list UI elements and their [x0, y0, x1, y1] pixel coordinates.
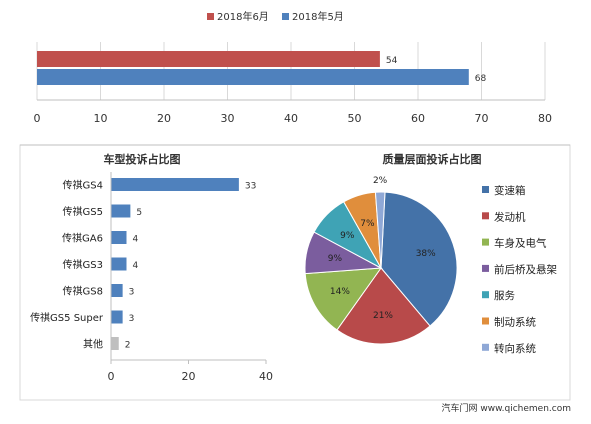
model-bars: 传祺GS4 33 传祺GS5 5 传祺GA6 4 传祺GS3 4 传祺GS8 3 传祺GS5 Sup… — [30, 178, 256, 351]
bar-value-label-6: 2 — [125, 341, 131, 351]
pie-legend-swatch-6 — [482, 343, 489, 351]
x-tick-label-1: 20 — [182, 370, 196, 383]
watermark-text: 汽车门网 www.qichemen.com — [441, 404, 571, 414]
pie-legend-label-4: 服务 — [494, 289, 515, 302]
bar-3 — [111, 257, 127, 271]
legend-swatch-1 — [282, 13, 289, 20]
bar-1 — [37, 69, 469, 85]
bar-value-label-0: 54 — [386, 56, 398, 66]
pie-value-label-0: 38% — [416, 249, 436, 259]
x-tick-label-7: 70 — [475, 112, 489, 125]
model-x-axis: 0 20 40 — [108, 172, 273, 383]
pie-legend-label-0: 变速箱 — [494, 184, 526, 197]
pie-legend-swatch-3 — [482, 264, 489, 272]
bar-value-label-5: 3 — [129, 314, 135, 324]
pie-legend-label-1: 发动机 — [494, 210, 526, 223]
legend-label-1: 2018年5月 — [292, 10, 344, 23]
bar-0 — [111, 178, 239, 191]
bar-value-label-2: 4 — [133, 235, 139, 245]
x-tick-label-5: 50 — [348, 112, 362, 125]
bar-2 — [111, 231, 127, 244]
category-label-6: 其他 — [83, 338, 103, 351]
bar-4 — [111, 284, 123, 297]
category-label-5: 传祺GS5 Super — [30, 311, 104, 324]
bar-1 — [111, 204, 131, 218]
pie-legend-swatch-1 — [482, 212, 489, 220]
pie-legend-label-2: 车身及电气 — [494, 237, 547, 250]
legend-swatch-0 — [207, 13, 214, 20]
bar-0 — [37, 51, 380, 67]
pie-legend-swatch-0 — [482, 186, 489, 193]
bar-value-label-1: 5 — [136, 208, 142, 218]
bar-5 — [111, 310, 123, 324]
legend-label-0: 2018年6月 — [217, 10, 269, 23]
x-tick-label-6: 60 — [411, 112, 425, 125]
x-tick-label-0: 0 — [108, 370, 115, 383]
pie-value-label-6: 2% — [373, 176, 388, 186]
pie-legend-label-5: 制动系统 — [494, 316, 536, 329]
x-tick-label-3: 30 — [221, 112, 235, 125]
x-tick-label-8: 80 — [538, 112, 552, 125]
top-legend: 2018年6月 2018年5月 — [207, 10, 344, 23]
pie-slice-6 — [374, 191, 386, 269]
pie-value-label-3: 9% — [328, 254, 343, 264]
x-tick-label-4: 40 — [284, 112, 298, 125]
category-label-0: 传祺GS4 — [63, 179, 103, 192]
pie-slices — [304, 191, 458, 345]
model-chart-title: 车型投诉占比图 — [104, 152, 181, 166]
pie-value-label-5: 7% — [360, 219, 375, 229]
x-tick-label-1: 10 — [94, 112, 108, 125]
pie-value-label-4: 9% — [340, 231, 355, 241]
pie-slice-1 — [336, 267, 431, 345]
x-tick-label-2: 40 — [259, 370, 273, 383]
bar-value-label-0: 33 — [245, 182, 256, 192]
monthly-comparison-chart: 2018年6月 2018年5月 54 68 0 10 20 30 40 50 60 70 80 — [34, 10, 553, 125]
pie-slice-2 — [304, 267, 383, 331]
bar-6 — [111, 337, 119, 350]
pie-value-labels: 38% 21% 14% 9% 9% 7% 2% — [328, 176, 436, 321]
pie-legend-swatch-2 — [482, 238, 489, 246]
pie-chart-title: 质量层面投诉占比图 — [383, 152, 482, 166]
pie-value-label-2: 14% — [330, 287, 350, 297]
category-label-4: 传祺GS8 — [63, 285, 103, 298]
category-label-3: 传祺GS3 — [63, 258, 103, 271]
category-label-1: 传祺GS5 — [63, 205, 103, 218]
category-label-2: 传祺GA6 — [62, 232, 103, 245]
pie-legend-swatch-4 — [482, 291, 489, 299]
pie-slice-0 — [380, 191, 458, 327]
bar-value-label-3: 4 — [133, 261, 139, 271]
pie-legend-label-3: 前后桥及悬架 — [494, 263, 557, 276]
pie-value-label-1: 21% — [373, 311, 393, 321]
quality-complaint-pie-chart: 质量层面投诉占比图 38% 21% 14% 9% 9% 7% 2% 变速箱发动机车身及电气前… — [304, 152, 557, 355]
top-bars: 54 68 — [37, 51, 487, 85]
pie-legend-label-6: 转向系统 — [494, 342, 536, 355]
x-tick-label-0: 0 — [34, 112, 41, 125]
bar-value-label-1: 68 — [475, 74, 487, 84]
bar-value-label-4: 3 — [129, 288, 135, 298]
x-tick-label-2: 20 — [157, 112, 171, 125]
top-x-axis: 0 10 20 30 40 50 60 70 80 — [34, 99, 552, 125]
pie-legend-swatch-5 — [482, 317, 489, 325]
